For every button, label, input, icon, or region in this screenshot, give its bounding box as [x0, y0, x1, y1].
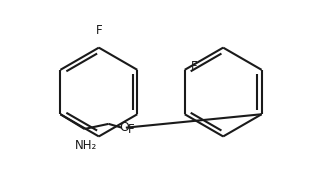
Text: F: F	[128, 123, 134, 136]
Text: F: F	[191, 60, 198, 72]
Text: F: F	[96, 25, 102, 37]
Text: NH₂: NH₂	[75, 139, 97, 152]
Text: O: O	[119, 121, 129, 134]
